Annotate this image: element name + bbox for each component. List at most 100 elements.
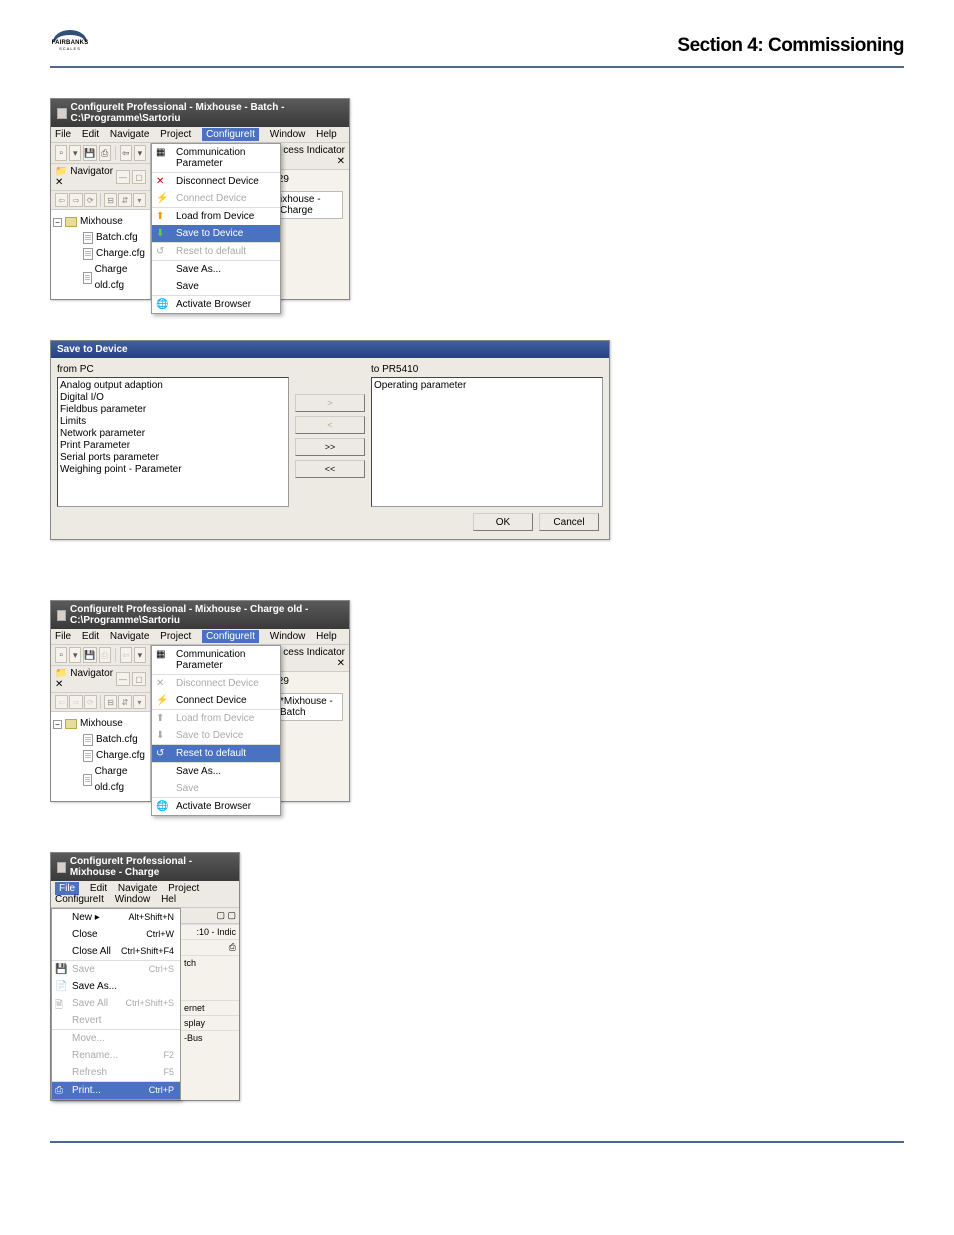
file-icon xyxy=(83,248,93,260)
navtool2-icon[interactable]: ⇨ xyxy=(69,193,82,207)
menu-file[interactable]: File xyxy=(55,129,71,140)
min-icon[interactable]: — xyxy=(116,170,130,184)
dropdown-icon[interactable]: ▾ xyxy=(69,647,81,663)
menu-project[interactable]: Project xyxy=(168,883,199,894)
tree-item[interactable]: Charge.cfg xyxy=(96,748,145,764)
tree-root[interactable]: Mixhouse xyxy=(80,716,123,732)
print-icon[interactable]: ⎙ xyxy=(99,145,111,161)
navtool6-icon[interactable]: ▾ xyxy=(133,193,146,207)
file-menu-refresh: RefreshF5 xyxy=(52,1064,180,1081)
navtool3-icon[interactable]: ⟳ xyxy=(84,193,97,207)
file-menu-new[interactable]: New ▸Alt+Shift+N xyxy=(52,909,180,926)
move-all-left-button[interactable]: << xyxy=(295,460,365,478)
dialog-title[interactable]: Save to Device xyxy=(51,341,609,358)
mi-browser[interactable]: 🌐Activate Browser xyxy=(152,295,280,313)
menu-configureit[interactable]: ConfigureIt xyxy=(202,128,259,141)
list-item[interactable]: Analog output adaption xyxy=(60,380,286,392)
dropdown2-icon[interactable]: ▾ xyxy=(134,145,146,161)
menu-help[interactable]: Hel xyxy=(161,894,176,905)
min-icon[interactable]: — xyxy=(116,672,130,686)
menu-window[interactable]: Window xyxy=(270,129,306,140)
mi-save-to-device[interactable]: ⬇Save to Device xyxy=(152,225,280,242)
menubar[interactable]: File Edit Navigate Project ConfigureIt W… xyxy=(51,127,349,143)
max-icon[interactable]: ▢ xyxy=(132,170,146,184)
titlebar[interactable]: ConfigureIt Professional - Mixhouse - Ch… xyxy=(51,853,239,881)
move-all-right-button[interactable]: >> xyxy=(295,438,365,456)
to-device-list[interactable]: Operating parameter xyxy=(371,377,603,507)
navtool4-icon[interactable]: ⊟ xyxy=(104,193,117,207)
menu-configureit[interactable]: ConfigureIt xyxy=(55,894,104,905)
menu-navigate[interactable]: Navigate xyxy=(118,883,157,894)
connect-icon: ⚡ xyxy=(156,193,168,205)
navtool6-icon[interactable]: ▾ xyxy=(133,695,146,709)
navigator-tree: − Mixhouse Batch.cfg Charge.cfg Charge ol… xyxy=(51,210,150,298)
mi-browser[interactable]: 🌐Activate Browser xyxy=(152,797,280,815)
dropdown-icon[interactable]: ▾ xyxy=(69,145,81,161)
list-item[interactable]: Operating parameter xyxy=(374,380,600,392)
menu-edit[interactable]: Edit xyxy=(82,631,99,642)
save-to-device-dialog: Save to Device from PC Analog output ada… xyxy=(50,340,610,540)
list-item[interactable]: Limits xyxy=(60,416,286,428)
new-icon[interactable]: ▫ xyxy=(55,647,67,663)
max-icon[interactable]: ▢ xyxy=(132,672,146,686)
new-icon[interactable]: ▫ xyxy=(55,145,67,161)
from-pc-list[interactable]: Analog output adaption Digital I/O Field… xyxy=(57,377,289,507)
menubar[interactable]: File Edit Navigate Project ConfigureIt W… xyxy=(51,881,239,908)
move-right-button: > xyxy=(295,394,365,412)
navtool5-icon[interactable]: ⇵ xyxy=(118,695,131,709)
titlebar[interactable]: ConfigureIt Professional - Mixhouse - Ch… xyxy=(51,601,349,629)
navtool3-icon[interactable]: ⟳ xyxy=(84,695,97,709)
list-item[interactable]: Network parameter xyxy=(60,428,286,440)
tree-item[interactable]: Batch.cfg xyxy=(96,230,138,246)
back-icon[interactable]: ⇦ xyxy=(120,145,132,161)
tree-item[interactable]: Charge old.cfg xyxy=(95,764,148,796)
mi-load[interactable]: ⬆Load from Device xyxy=(152,207,280,225)
navtool2-icon[interactable]: ⇨ xyxy=(69,695,82,709)
list-item[interactable]: Serial ports parameter xyxy=(60,452,286,464)
menu-project[interactable]: Project xyxy=(160,129,191,140)
mi-connect[interactable]: ⚡Connect Device xyxy=(152,692,280,709)
menu-navigate[interactable]: Navigate xyxy=(110,631,149,642)
file-menu-save-as-[interactable]: 📄Save As... xyxy=(52,978,180,995)
menu-edit[interactable]: Edit xyxy=(82,129,99,140)
tree-root[interactable]: Mixhouse xyxy=(80,214,123,230)
mi-comm-param[interactable]: ▦Communication Parameter xyxy=(152,144,280,172)
list-item[interactable]: Weighing point - Parameter xyxy=(60,464,286,476)
tree-item[interactable]: Charge.cfg xyxy=(96,246,145,262)
list-item[interactable]: Fieldbus parameter xyxy=(60,404,286,416)
collapse-icon[interactable]: − xyxy=(53,218,62,227)
menu-navigate[interactable]: Navigate xyxy=(110,129,149,140)
mi-comm-param[interactable]: ▦Communication Parameter xyxy=(152,646,280,674)
navtool1-icon[interactable]: ⇦ xyxy=(55,695,68,709)
file-menu-close[interactable]: CloseCtrl+W xyxy=(52,926,180,943)
file-menu-close-all[interactable]: Close AllCtrl+Shift+F4 xyxy=(52,943,180,960)
mi-save-as[interactable]: Save As... xyxy=(152,762,280,780)
menu-file[interactable]: File xyxy=(55,631,71,642)
tree-item[interactable]: Batch.cfg xyxy=(96,732,138,748)
titlebar[interactable]: ConfigureIt Professional - Mixhouse - Ba… xyxy=(51,99,349,127)
list-item[interactable]: Print Parameter xyxy=(60,440,286,452)
navtool4-icon[interactable]: ⊟ xyxy=(104,695,117,709)
mi-save-as[interactable]: Save As... xyxy=(152,260,280,278)
menu-help[interactable]: Help xyxy=(316,129,337,140)
collapse-icon[interactable]: − xyxy=(53,720,62,729)
file-menu-print-[interactable]: ⎙Print...Ctrl+P xyxy=(52,1081,180,1099)
mi-disconnect[interactable]: ✕Disconnect Device xyxy=(152,172,280,190)
navtool1-icon[interactable]: ⇦ xyxy=(55,193,68,207)
menu-window[interactable]: Window xyxy=(270,631,306,642)
save-icon[interactable]: 💾 xyxy=(83,145,96,161)
ok-button[interactable]: OK xyxy=(473,513,533,531)
menu-help[interactable]: Help xyxy=(316,631,337,642)
navtool5-icon[interactable]: ⇵ xyxy=(118,193,131,207)
mi-save[interactable]: Save xyxy=(152,278,280,295)
menubar[interactable]: File Edit Navigate Project ConfigureIt W… xyxy=(51,629,349,645)
menu-edit[interactable]: Edit xyxy=(90,883,107,894)
tree-item[interactable]: Charge old.cfg xyxy=(95,262,148,294)
dropdown2-icon[interactable]: ▾ xyxy=(134,647,146,663)
mi-reset[interactable]: ↺Reset to default xyxy=(152,744,280,762)
list-item[interactable]: Digital I/O xyxy=(60,392,286,404)
menu-project[interactable]: Project xyxy=(160,631,191,642)
menu-configureit[interactable]: ConfigureIt xyxy=(202,630,259,643)
menu-window[interactable]: Window xyxy=(115,894,151,905)
cancel-button[interactable]: Cancel xyxy=(539,513,599,531)
